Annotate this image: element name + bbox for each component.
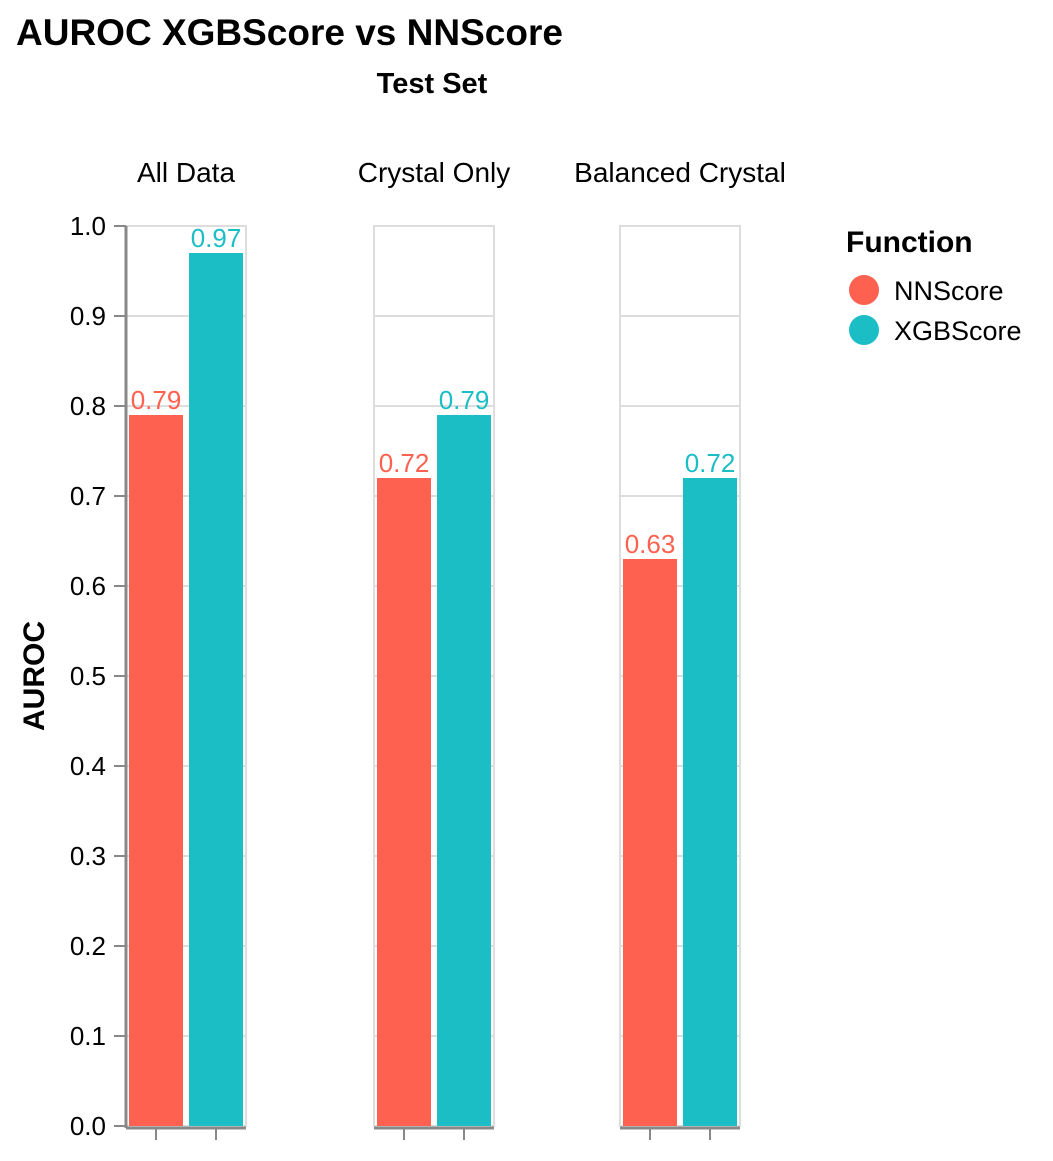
facet-panels: All Data 0.79 0.97 Crystal Only 0.72 0.79 Bala… — [125, 157, 786, 1140]
chart-title: AUROC XGBScore vs NNScore — [16, 12, 563, 53]
y-tick-label: 1.0 — [70, 211, 106, 241]
facet-0: All Data 0.79 0.97 — [125, 157, 247, 1140]
y-tick-label: 0.8 — [70, 391, 106, 421]
legend-swatch — [849, 275, 879, 305]
y-tick-label: 0.7 — [70, 481, 106, 511]
y-axis-title: AUROC — [18, 621, 51, 731]
y-tick-label: 0.0 — [70, 1111, 106, 1141]
facet-label: Crystal Only — [358, 157, 510, 188]
legend-title: Function — [846, 226, 973, 259]
chart-subtitle: Test Set — [377, 68, 488, 100]
y-tick-label: 0.9 — [70, 301, 106, 331]
y-tick-label: 0.3 — [70, 841, 106, 871]
bar-nnscore-1 — [377, 478, 431, 1126]
y-tick-label: 0.6 — [70, 571, 106, 601]
bar-label: 0.63 — [625, 529, 676, 559]
y-tick-label: 0.5 — [70, 661, 106, 691]
bar-label: 0.72 — [379, 448, 430, 478]
bar-xgbscore-0 — [189, 253, 243, 1126]
legend-item-xgbscore: XGBScore — [849, 315, 1022, 346]
y-axis: 0.0 0.1 0.2 0.3 0.4 0.5 0.6 0.7 0.8 0.9 1.0 — [70, 211, 128, 1141]
facet-frame — [619, 225, 741, 1127]
bar-label: 0.72 — [685, 448, 736, 478]
y-tick-label: 0.1 — [70, 1021, 106, 1051]
bar-xgbscore-2 — [683, 478, 737, 1126]
bar-label: 0.79 — [131, 385, 182, 415]
bar-nnscore-2 — [623, 559, 677, 1126]
bar-label: 0.97 — [191, 223, 242, 253]
bar-label: 0.79 — [439, 385, 490, 415]
legend-item-nnscore: NNScore — [849, 275, 1004, 306]
legend: Function NNScore XGBScore — [846, 226, 1022, 346]
legend-items: NNScore XGBScore — [849, 275, 1022, 346]
facet-frame — [373, 225, 495, 1127]
legend-label: XGBScore — [894, 316, 1022, 346]
y-tick-label: 0.4 — [70, 751, 106, 781]
bar-xgbscore-1 — [437, 415, 491, 1126]
bar-nnscore-0 — [129, 415, 183, 1126]
facet-2: Balanced Crystal 0.63 0.72 — [574, 157, 786, 1140]
facet-label: All Data — [137, 157, 235, 188]
legend-swatch — [849, 315, 879, 345]
y-tick-label: 0.2 — [70, 931, 106, 961]
legend-label: NNScore — [894, 276, 1004, 306]
facet-label: Balanced Crystal — [574, 157, 786, 188]
facet-1: Crystal Only 0.72 0.79 — [358, 157, 510, 1140]
